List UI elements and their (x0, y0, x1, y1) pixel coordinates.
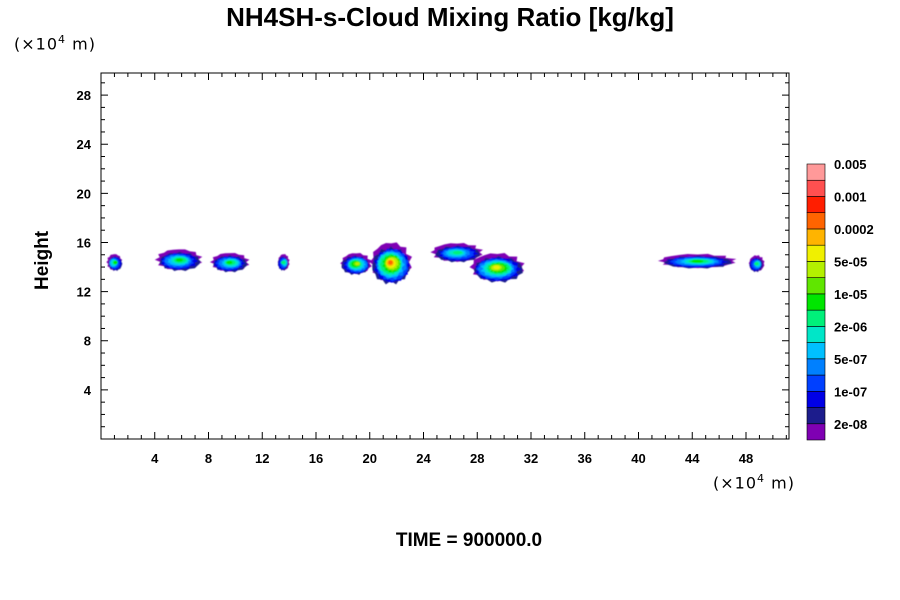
cloud-contour-level (690, 259, 704, 263)
y-tick-label: 20 (77, 186, 91, 201)
cloud-contour-level (754, 261, 759, 266)
colorbar-label: 1e-05 (834, 287, 867, 302)
colorbar-label: 2e-06 (834, 319, 867, 334)
x-tick-label: 48 (739, 451, 753, 466)
colorbar-swatch (806, 212, 826, 230)
x-tick-label: 40 (631, 451, 645, 466)
cloud-feature (277, 254, 290, 271)
colorbar-swatch (806, 244, 826, 262)
cloud-feature (748, 255, 765, 273)
colorbar-swatch (806, 277, 826, 295)
cloud-contour-level (175, 258, 184, 262)
cloud-feature (469, 253, 525, 283)
colorbar-swatch (806, 228, 826, 246)
cloud-feature (430, 243, 483, 263)
colorbar-swatch (806, 374, 826, 392)
cloud-contour-level (113, 260, 118, 265)
y-tick-label: 16 (77, 235, 91, 250)
time-label: TIME = 900000.0 (395, 530, 543, 551)
colorbar-swatch (806, 309, 826, 327)
x-tick-label: 4 (151, 451, 159, 466)
cloud-contour-level (226, 260, 233, 265)
cloud-feature (657, 253, 737, 269)
y-tick-label: 24 (77, 137, 92, 152)
y-tick-label: 28 (77, 88, 91, 103)
colorbar-swatch (806, 407, 826, 425)
colorbar-swatch (806, 423, 826, 441)
cloud-feature (106, 254, 123, 271)
colorbar-label: 0.005 (834, 157, 867, 172)
colorbar-swatch (806, 196, 826, 214)
colorbar-swatch (806, 342, 826, 360)
cloud-feature (340, 253, 372, 275)
colorbar-label: 1e-07 (834, 384, 867, 399)
y-tick-label: 8 (84, 334, 91, 349)
x-tick-label: 32 (524, 451, 538, 466)
cloud-feature (154, 249, 203, 271)
colorbar-swatch (806, 163, 826, 181)
chart-title: NH4SH-s-Cloud Mixing Ratio [kg/kg] (226, 2, 674, 32)
colorbar-swatch (806, 326, 826, 343)
y-axis: 4 8 12 16 20 24 28 (77, 82, 789, 428)
x-axis: 4 8 12 16 20 24 28 32 36 40 44 48 (113, 73, 787, 466)
cloud-contour-level (388, 260, 393, 265)
colorbar-label: 2e-08 (834, 417, 867, 432)
cloud-contour-level (280, 260, 286, 265)
x-tick-label: 24 (416, 451, 431, 466)
y-tick-label: 4 (84, 383, 92, 398)
y-tick-label: 12 (77, 285, 91, 300)
cloud-contour-level (493, 265, 501, 270)
x-tick-label: 16 (309, 451, 323, 466)
colorbar-label: 0.0002 (834, 222, 874, 237)
colorbar-swatch (806, 261, 826, 278)
x-axis-unit: (×104 m) (713, 472, 795, 493)
colorbar-swatch (806, 358, 826, 376)
plot-frame (100, 72, 790, 440)
x-tick-label: 44 (685, 451, 700, 466)
x-tick-label: 36 (578, 451, 592, 466)
cloud-contour-level (452, 250, 463, 255)
colorbar: 2e-08 1e-07 5e-07 2e-06 1e-05 5e-05 0.0002 0.00… (806, 157, 874, 441)
colorbar-swatch (806, 179, 826, 197)
colorbar-swatch (806, 390, 826, 408)
cloud-feature (369, 242, 412, 285)
x-tick-label: 20 (363, 451, 377, 466)
x-tick-label: 8 (205, 451, 212, 466)
cloud-contour-level (355, 261, 360, 266)
colorbar-swatch (806, 293, 826, 311)
colorbar-label: 5e-07 (834, 352, 867, 367)
x-tick-label: 28 (470, 451, 484, 466)
colorbar-label: 0.001 (834, 189, 867, 204)
y-axis-unit: (×104 m) (14, 33, 96, 54)
cloud-feature (209, 253, 250, 273)
x-tick-label: 12 (255, 451, 269, 466)
cloud-field (106, 242, 765, 285)
colorbar-label: 5e-05 (834, 254, 867, 269)
